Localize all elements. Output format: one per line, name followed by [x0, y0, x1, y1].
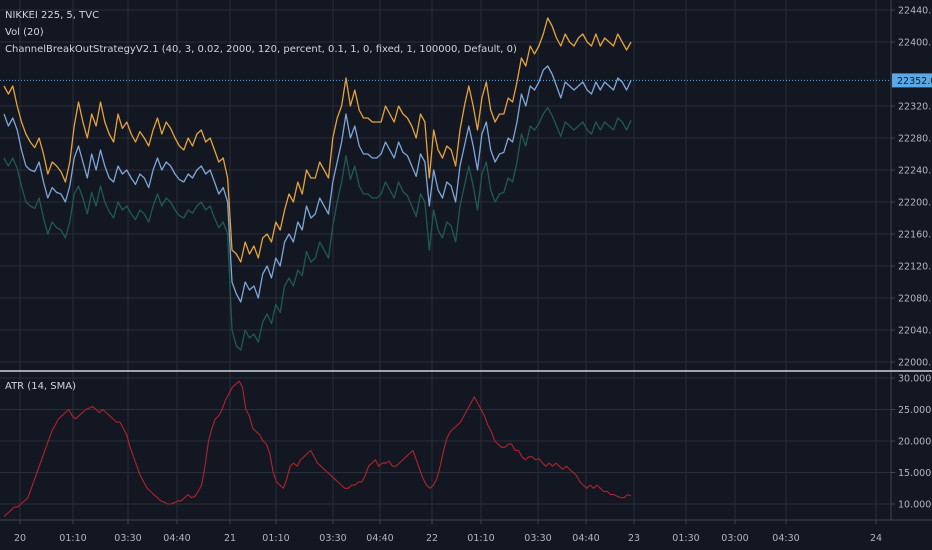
x-tick-label: 20: [14, 533, 26, 544]
y-tick-label: 22240.0: [898, 166, 932, 177]
price-axis[interactable]: 22000.0 22040.0 22080.0 22120.0 22160.0 22200…: [891, 6, 932, 369]
y-tick-label: 22080.0: [898, 294, 932, 305]
y-tick-label: 22280.0: [898, 134, 932, 145]
x-tick-label: 01:10: [59, 533, 86, 544]
series-line-middle: [3, 65, 632, 303]
x-tick-label: 01:30: [672, 533, 699, 544]
x-tick-label: 03:30: [114, 533, 141, 544]
atr-y-tick-label: 30.0000: [898, 374, 932, 385]
x-tick-label: 01:10: [262, 533, 289, 544]
x-tick-label: 04:30: [772, 533, 799, 544]
x-tick-label: 23: [628, 533, 640, 544]
y-tick-label: 22440.0: [898, 6, 932, 17]
time-axis[interactable]: 20 01:10 03:30 04:40 21 01:10 03:30 04:40 22 01:1…: [14, 520, 882, 544]
last-price-line: 22352.0: [0, 73, 932, 88]
x-tick-label: 04:40: [163, 533, 190, 544]
legend-atr[interactable]: ATR (14, SMA): [5, 381, 76, 392]
y-tick-label: 22040.0: [898, 326, 932, 337]
atr-y-tick-label: 25.0000: [898, 405, 932, 416]
x-tick-label: 04:40: [366, 533, 393, 544]
last-price-badge: [892, 73, 932, 88]
atr-y-tick-label: 15.0000: [898, 468, 932, 479]
y-tick-label: 22200.0: [898, 198, 932, 209]
last-price-label: 22352.0: [897, 76, 932, 87]
series-line-atr: [3, 380, 632, 518]
x-tick-label: 22: [426, 533, 438, 544]
legend-vol[interactable]: Vol (20): [5, 27, 44, 38]
x-tick-label: 04:40: [572, 533, 599, 544]
main-pane-series: [3, 17, 632, 351]
y-tick-label: 22320.0: [898, 102, 932, 113]
atr-pane-series: [3, 380, 632, 518]
x-tick-label: 24: [870, 533, 882, 544]
legend-symbol[interactable]: NIKKEI 225, 5, TVC: [5, 10, 99, 21]
x-tick-label: 21: [224, 533, 236, 544]
legend-strategy[interactable]: ChannelBreakOutStrategyV2.1 (40, 3, 0.02…: [5, 44, 517, 55]
y-tick-label: 22160.0: [898, 230, 932, 241]
x-tick-label: 03:00: [721, 533, 748, 544]
series-line-lower: [3, 106, 632, 351]
atr-y-tick-label: 10.0000: [898, 500, 932, 511]
y-tick-label: 22120.0: [898, 262, 932, 273]
series-line-upper: [3, 17, 632, 263]
x-tick-label: 03:30: [319, 533, 346, 544]
atr-y-tick-label: 20.0000: [898, 437, 932, 448]
x-tick-label: 03:30: [524, 533, 551, 544]
y-tick-label: 22000.0: [898, 358, 932, 369]
x-tick-label: 01:10: [467, 533, 494, 544]
atr-axis[interactable]: 10.0000 15.0000 20.0000 25.0000 30.0000: [891, 374, 932, 511]
y-tick-label: 22400.0: [898, 38, 932, 49]
